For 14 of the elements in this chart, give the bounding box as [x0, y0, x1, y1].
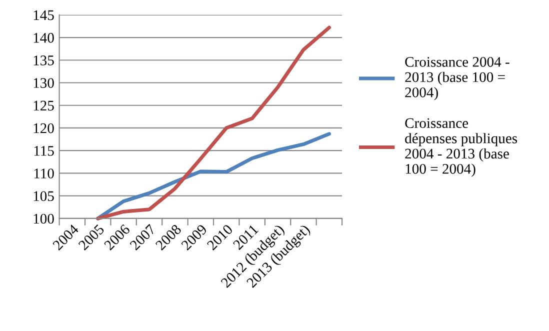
legend-label: Croissance dépenses publiques 2004 - 2013 (base 100 = 2004) — [405, 118, 518, 177]
y-tick-label: 115 — [34, 146, 54, 156]
y-tick-label: 130 — [34, 78, 54, 88]
line-series — [96, 132, 331, 220]
y-tick-label: 145 — [34, 10, 54, 20]
y-tick-label: 140 — [34, 32, 54, 43]
line-series — [96, 26, 331, 220]
y-tick-label: 135 — [34, 56, 54, 66]
y-tick-label: 125 — [34, 100, 54, 111]
y-tick-label: 110 — [34, 168, 54, 178]
y-tick-label: 100 — [34, 214, 54, 224]
y-tick-label: 105 — [34, 191, 54, 202]
y-tick-label: 120 — [34, 123, 54, 134]
legend-label: Croissance 2004 - 2013 (base 100 = 2004) — [405, 56, 510, 100]
